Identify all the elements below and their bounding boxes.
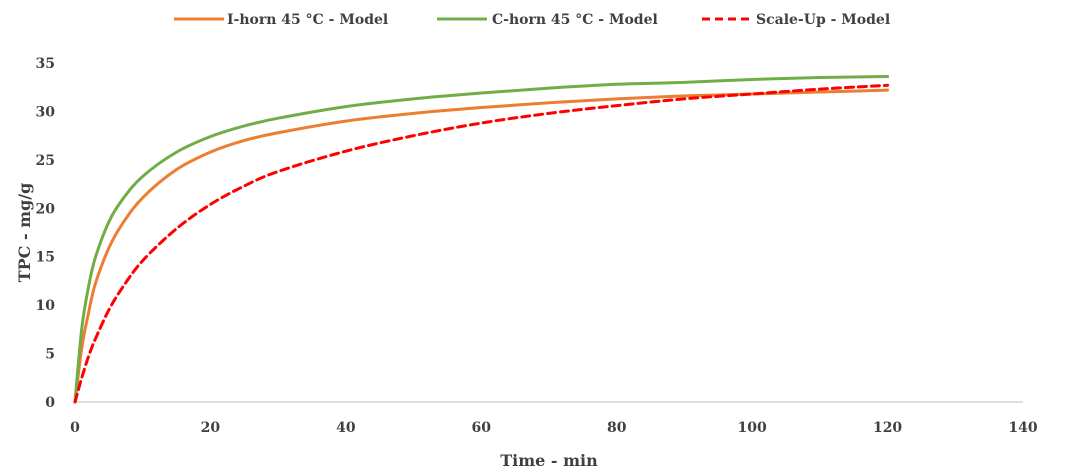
y-tick-label: 35 <box>36 56 55 72</box>
y-tick-label: 15 <box>36 250 55 266</box>
x-axis-title: Time - min <box>500 451 598 468</box>
y-tick-label: 25 <box>36 153 55 169</box>
x-tick-label: 120 <box>873 420 902 436</box>
series-line-1 <box>73 88 890 404</box>
legend: I-horn 45 °C - Model C-horn 45 °C - Model… <box>174 12 890 28</box>
x-tick-label: 100 <box>738 420 767 436</box>
y-tick-label: 30 <box>36 104 56 120</box>
x-tick-label: 60 <box>472 420 492 436</box>
y-tick-label: 10 <box>36 298 56 314</box>
y-tick-label: 20 <box>36 201 56 217</box>
y-axis-ticks: 0 5 10 15 20 25 30 35 <box>36 56 56 411</box>
y-tick-label: 0 <box>45 395 55 411</box>
y-axis-title: TPC - mg/g <box>15 183 34 283</box>
legend-label-2: C-horn 45 °C - Model <box>492 12 658 28</box>
x-tick-label: 40 <box>336 420 356 436</box>
legend-label-3: Scale-Up - Model <box>756 12 890 28</box>
x-tick-label: 20 <box>201 420 221 436</box>
series-line-2 <box>73 75 890 404</box>
series-lines <box>73 75 890 404</box>
x-axis-ticks: 0 20 40 60 80 100 120 140 <box>70 420 1038 436</box>
series-line-3 <box>73 83 890 404</box>
x-tick-label: 140 <box>1008 420 1037 436</box>
x-tick-label: 80 <box>607 420 627 436</box>
y-tick-label: 5 <box>45 347 55 363</box>
x-tick-label: 0 <box>70 420 80 436</box>
legend-label-1: I-horn 45 °C - Model <box>227 12 388 28</box>
